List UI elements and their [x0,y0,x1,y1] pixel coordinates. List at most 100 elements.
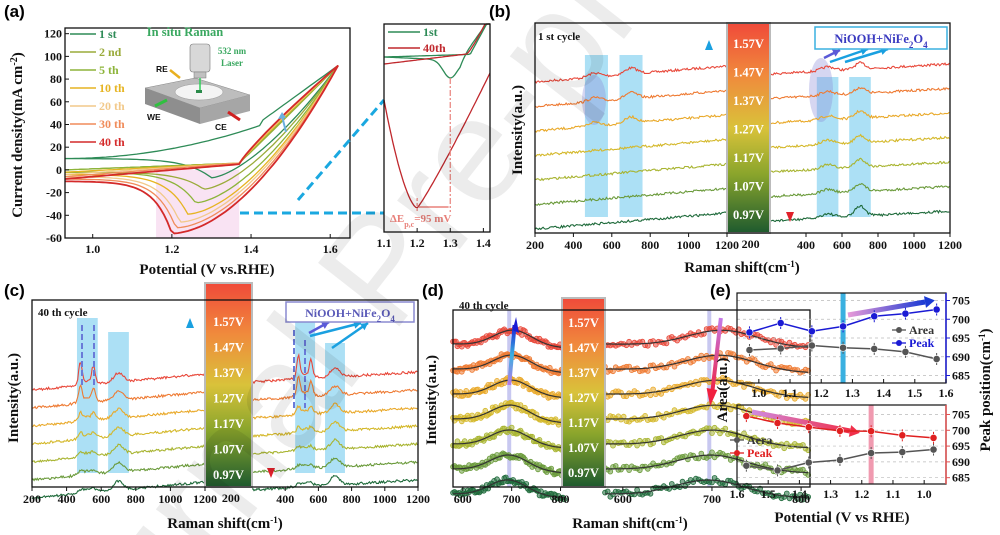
cell-side-face [200,95,250,124]
peak-area-chart-forward: 1.0 1.1 1.2 1.3 1.4 1.5 1.6 705 700 695 690 685 Area… [736,292,970,400]
fitted-curve-1.37V [604,379,809,398]
legend-marker-e [896,327,902,333]
inset-curve-40th-upper [383,23,490,65]
colorbar-label-1.27V: 1.27V [213,392,244,406]
fitted-curve-1.57V [604,329,809,348]
x-tick-label-d-left: 600 [454,492,472,506]
x-tick-label-d-left: 700 [503,492,521,506]
data-point-aera [898,448,907,456]
y-label-e-main: Peak position(cm [978,341,994,452]
x-tick-label-left: 1000 [677,238,701,252]
y-axis-label-a: Current density(mA cm-2) [9,52,27,218]
panel-d-peak-fitting: (d) 1.57V1.47V1.37V1.27V1.17V1.07V0.97V … [422,281,811,532]
y-axis-label-b: Intensity(a.u.) [510,85,526,175]
raman-spectrum-1.07V [252,457,418,474]
y-tick-label-a: 60 [50,95,62,109]
raman-spectrum-1.27V [769,133,950,150]
data-point [783,490,790,497]
trend-arrow [847,299,926,318]
annotation-text-b: NiOOH+NiFe2O4 [834,32,928,50]
fitted-curve-1.57V [453,329,565,349]
counter-electrode-icon [227,110,241,122]
x-axis-label-d: Raman shift(cm-1) [572,515,687,532]
colorbar-label-d-1.27V: 1.27V [568,391,599,405]
colorbar-label-1.27V: 1.27V [733,123,764,137]
inset-legend-1st: 1st [423,25,438,39]
panel-label-d: (d) [422,281,444,300]
colorbar-label-d-1.37V: 1.37V [568,366,599,380]
cycle-label-d: 40 th cycle [459,300,509,312]
data-point [620,413,627,420]
x-label-c-close: ) [278,516,283,532]
y-tick-label-a: 80 [50,72,62,86]
panel-c-raman-40th-cycle: (c) 1.57V1.47V1.37V1.27V1.17V1.07V0.97V … [4,281,430,532]
data-point [650,386,656,393]
axes-frame-a [64,27,351,239]
peak-area-chart-reverse: 1.6 1.5 1.4 1.3 1.2 1.1 1.0 705 700 695 690 685 Aera… [730,404,970,501]
legend-marker-e [896,340,902,346]
annotation-arrowhead [320,321,329,329]
x-tick-label-e: 1.1 [885,487,900,501]
data-point [607,468,614,475]
schematic-title: In situ Raman [147,25,223,39]
raman-spectrum-0.97V [251,474,418,492]
x-tick-label-left: 400 [564,238,582,252]
panel-a-inset-zoom: 1.1 1.2 1.3 1.4 1st 40th ΔEp,c=95 mV [377,23,491,250]
data-point-area [745,346,754,354]
legend-label-e: Aera [747,433,772,447]
y-label-e-sup: -1 [977,333,987,341]
x-label-d-sup: -1 [675,515,683,525]
highlight-oval [582,75,606,125]
data-point [709,449,715,456]
legend-label-a: 1 st [99,27,117,41]
potential-colorbar [204,282,253,488]
peak-shift-up-arrow [507,324,517,386]
x-tick-label-a: 1.6 [323,242,338,256]
cycle-label-b: 1 st cycle [538,31,580,43]
colorbar-label-1.37V: 1.37V [213,366,244,380]
x-axis-label-a: Potential (V vs.RHE) [139,262,274,278]
y-axis-label-c: Intensity(a.u.) [6,353,22,443]
raman-spectrum-1.47V [534,89,727,109]
delta-ep-annotation: ΔEp,c=95 mV [390,213,451,229]
inset-curve-1st-upper [383,23,490,58]
data-point-peak [836,427,844,435]
x-tick-label-left: 200 [526,238,544,252]
legend-label-a: 40 th [99,135,125,149]
y-tick-label-e: 700 [952,423,970,437]
x-label-d-main: Raman shift(cm [572,516,675,532]
raman-spectrum-0.97V [770,204,950,223]
highlight-potential-bar [868,405,874,484]
highlight-band [849,77,871,217]
y-axis-label-a-sup: -2 [9,57,20,65]
axes-frame-inset [383,23,491,233]
axes-frame-b [534,22,951,234]
x-tick-label-d-left: 800 [552,492,570,506]
fitted-curve-1.27V [453,404,565,424]
inset-curve-40th-lower [383,72,491,209]
data-point-area [901,347,910,356]
x-tick-label-left: 1000 [158,492,182,506]
x-tick-label-left: 800 [641,238,659,252]
data-point-peak [870,312,879,321]
trend-arrow [751,409,851,434]
x-label-b-main: Raman shift(cm [684,260,787,276]
x-axis-label-e: Potential (V vs RHE) [774,510,909,526]
annotation-pointer-arrow [844,47,889,64]
highlight-potential-bar [840,293,846,383]
x-label-c-sup: -1 [270,515,278,525]
data-point-peak [742,412,751,420]
data-point-peak [932,305,941,314]
data-point-peak [807,327,816,336]
colorbar-label-1.57V: 1.57V [733,37,764,51]
cell-front-face [145,88,200,124]
x-tick-label-left: 600 [92,492,110,506]
x-tick-label-right: 1200 [406,492,430,506]
inset-curves [383,23,491,209]
data-point-aera [929,445,938,454]
colorbar-label-1.37V: 1.37V [733,94,764,108]
data-point-area [932,355,941,363]
data-point-area [807,341,816,350]
peak-shift-down-arrow [709,317,723,396]
raman-spectrum-1.57V [534,64,727,84]
